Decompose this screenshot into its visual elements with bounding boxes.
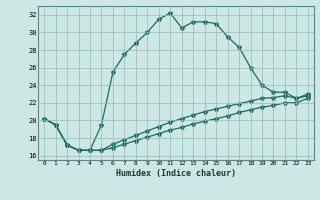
X-axis label: Humidex (Indice chaleur): Humidex (Indice chaleur) <box>116 169 236 178</box>
